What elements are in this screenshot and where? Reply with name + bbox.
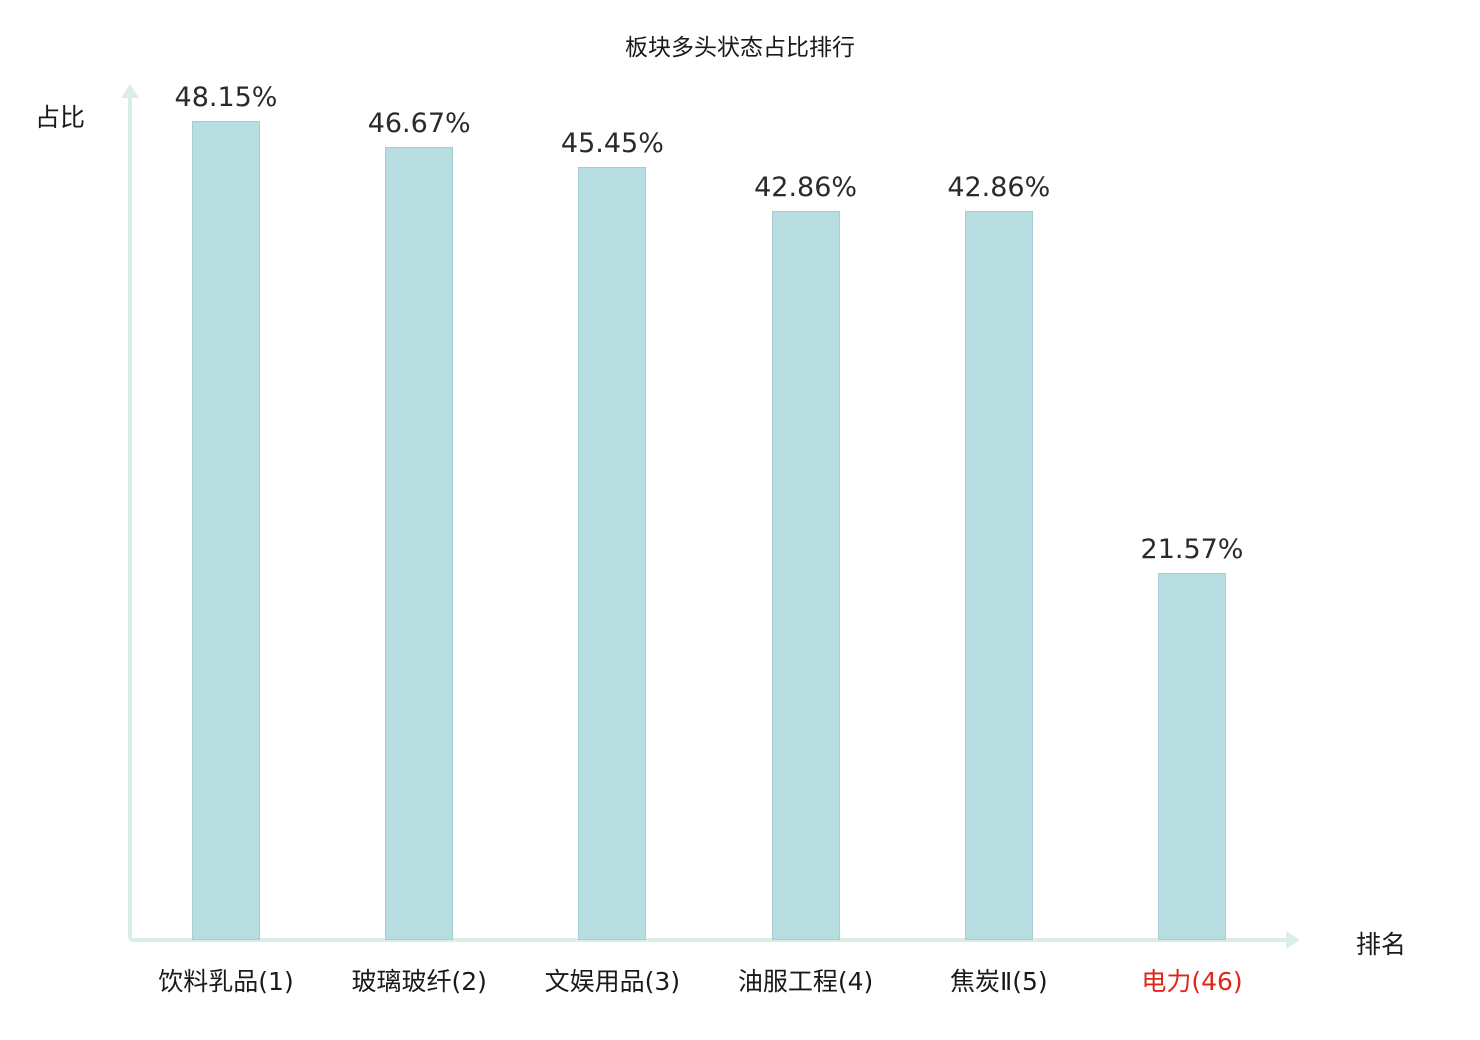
x-axis-arrow-icon [1286, 931, 1300, 949]
bar-category-label: 饮料乳品(1) [158, 967, 294, 996]
bar [578, 167, 647, 940]
bar [192, 121, 260, 940]
bar [771, 211, 840, 940]
x-axis-line [130, 938, 1288, 942]
bar-value-label: 42.86% [947, 172, 1051, 204]
y-axis-arrow-icon [121, 84, 139, 98]
bar-category-label: 焦炭Ⅱ(5) [949, 967, 1048, 996]
bar-category-label: 文娱用品(3) [544, 967, 681, 996]
y-axis-line [128, 96, 132, 940]
x-axis-label: 排名 [1356, 930, 1407, 959]
bar-value-label: 45.45% [560, 128, 664, 160]
bar [385, 146, 454, 940]
bar-category-label: 油服工程(4) [737, 967, 874, 996]
bar-category-label: 电力(46) [1141, 967, 1243, 996]
bar-value-label: 48.15% [174, 82, 278, 114]
y-axis-label: 占比 [35, 103, 86, 132]
bar-value-label: 42.86% [754, 172, 858, 204]
bar [964, 211, 1033, 940]
chart-title: 板块多头状态占比排行 [625, 35, 855, 61]
bar [1158, 573, 1226, 940]
bar-value-label: 21.57% [1140, 534, 1244, 566]
bar-category-label: 玻璃玻纤(2) [351, 967, 487, 996]
bar-value-label: 46.67% [367, 107, 471, 139]
